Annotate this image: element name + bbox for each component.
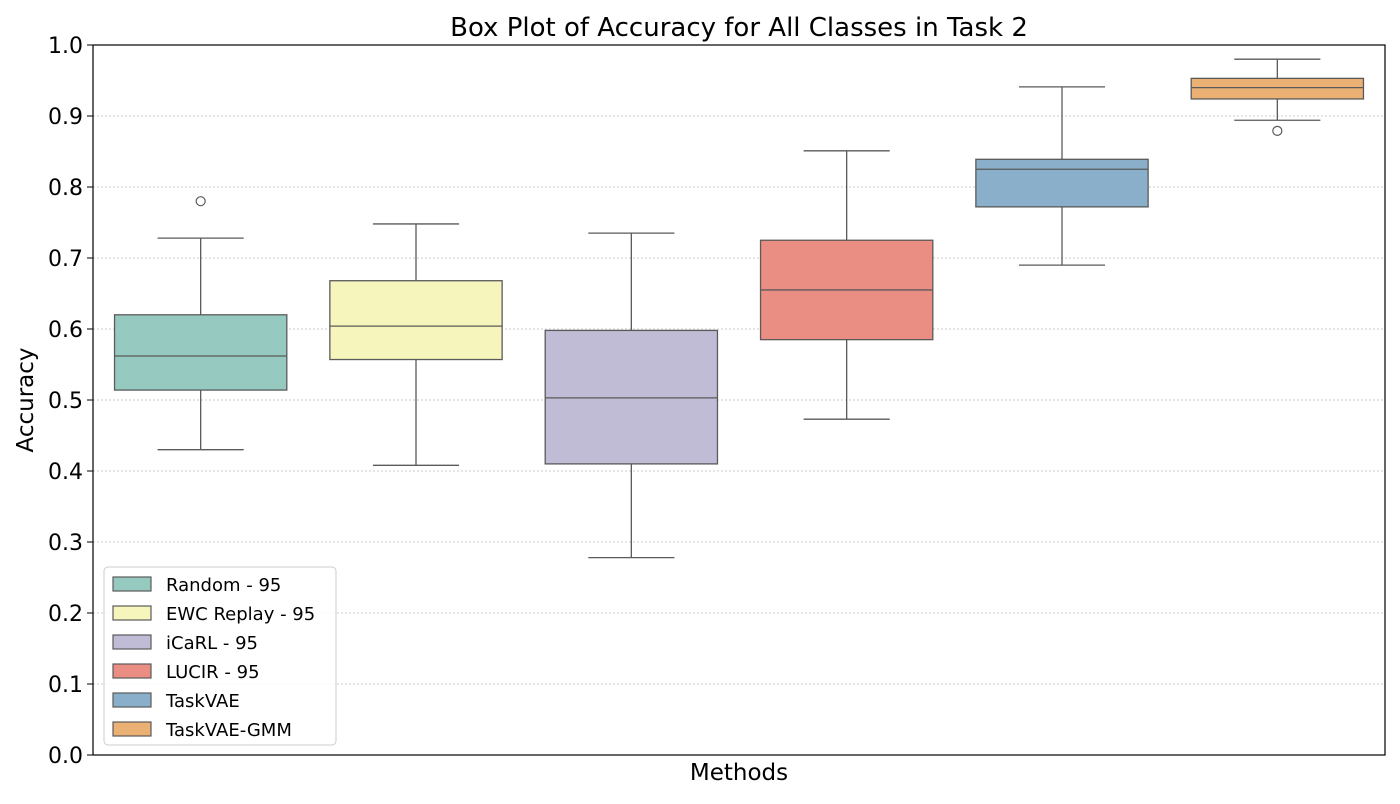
legend-label: LUCIR - 95: [166, 662, 260, 683]
legend-label: EWC Replay - 95: [166, 604, 315, 625]
y-tick-label: 0.5: [48, 389, 83, 414]
legend-frame: [103, 566, 337, 746]
outlier-point: [195, 196, 206, 207]
legend-swatch: [112, 721, 152, 737]
box-series: [975, 86, 1149, 266]
legend-swatch: [112, 692, 152, 708]
box-series: [113, 196, 288, 451]
box-series: [759, 150, 934, 420]
y-tick-label: 0.4: [48, 460, 83, 485]
x-axis-label: Methods: [690, 760, 788, 786]
legend-label: iCaRL - 95: [166, 633, 258, 654]
y-tick-label: 0.3: [48, 531, 83, 556]
legend-swatch: [112, 634, 152, 650]
outlier-point: [1272, 125, 1283, 137]
boxes: [113, 58, 1365, 559]
y-tick-label: 0.7: [48, 247, 83, 272]
y-tick-label: 0.0: [48, 744, 83, 769]
y-axis-label: Accuracy: [13, 347, 39, 452]
y-tick-label: 0.2: [48, 602, 83, 627]
y-tick-label: 0.1: [48, 673, 83, 698]
y-tick-label: 0.8: [48, 176, 83, 201]
y-tick-label: 1.0: [48, 34, 83, 59]
legend-swatch: [112, 663, 152, 679]
box-iqr: [113, 314, 288, 391]
legend-label: Random - 95: [166, 575, 281, 596]
box-iqr: [975, 158, 1149, 208]
gridlines: [93, 115, 1385, 685]
y-ticks: 0.0 0.1 0.2 0.3 0.4 0.5 0.6 0.7 0.8 0.9 1.0: [48, 34, 93, 769]
legend-label: TaskVAE: [165, 691, 240, 712]
legend-label: TaskVAE-GMM: [165, 720, 292, 741]
box-series: [544, 232, 719, 559]
box-series: [329, 223, 503, 466]
legend: Random - 95 EWC Replay - 95 iCaRL - 95 LUCI…: [103, 566, 337, 746]
y-tick-label: 0.6: [48, 318, 83, 343]
box-iqr: [329, 280, 503, 361]
chart-title: Box Plot of Accuracy for All Classes in …: [450, 13, 1028, 43]
legend-swatch: [112, 605, 152, 621]
box-series: [1190, 58, 1365, 137]
box-iqr: [544, 329, 719, 465]
y-tick-label: 0.9: [48, 105, 83, 130]
legend-swatch: [112, 576, 152, 592]
box-iqr: [1190, 77, 1365, 100]
